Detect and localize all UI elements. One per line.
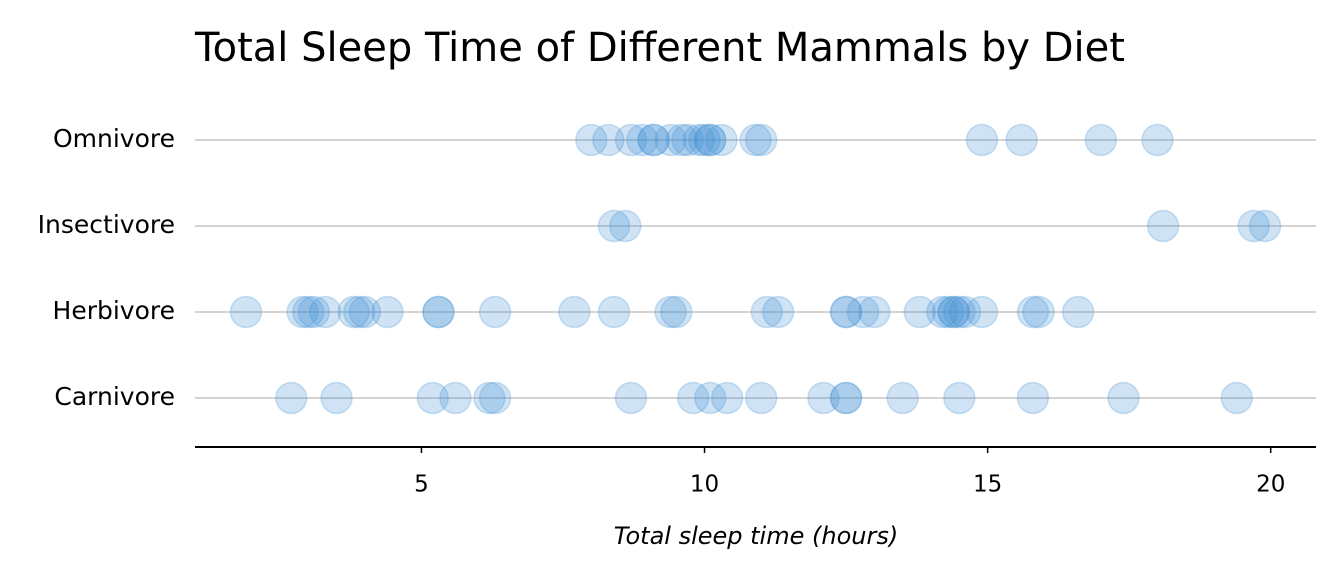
point	[710, 381, 744, 415]
x-axis-label: Total sleep time (hours)	[614, 522, 898, 550]
point	[478, 295, 512, 329]
point	[637, 123, 670, 157]
point	[965, 123, 999, 157]
point	[626, 123, 659, 157]
point	[693, 123, 727, 157]
point	[274, 381, 308, 415]
point	[592, 123, 625, 157]
chart-title: Total Sleep Time of Different Mammals by…	[194, 25, 1125, 71]
point	[829, 381, 863, 415]
point	[1146, 209, 1180, 243]
point	[422, 295, 455, 329]
point	[1016, 295, 1050, 329]
point	[286, 295, 319, 329]
y-tick-label: Carnivore	[54, 382, 175, 411]
point	[693, 123, 727, 157]
point	[676, 381, 710, 415]
point	[659, 295, 693, 329]
x-tick-label: 5	[414, 472, 429, 498]
point	[1107, 381, 1140, 415]
y-tick-label: Herbivore	[53, 296, 175, 325]
y-tick-label: Insectivore	[38, 210, 175, 239]
x-tick-label: 20	[1256, 472, 1285, 498]
point	[1084, 123, 1118, 157]
point	[1248, 209, 1282, 243]
point	[926, 295, 959, 329]
point	[1220, 381, 1253, 415]
point	[337, 295, 370, 329]
point	[829, 295, 863, 329]
point	[937, 295, 970, 329]
point	[943, 381, 976, 415]
point	[348, 295, 382, 329]
point	[614, 381, 648, 415]
point	[1016, 381, 1050, 415]
x-tick-label: 10	[690, 472, 719, 498]
point	[1005, 123, 1038, 157]
point	[597, 295, 631, 329]
point	[575, 123, 608, 157]
point	[637, 123, 670, 157]
point	[693, 381, 727, 415]
point	[229, 295, 263, 329]
point	[320, 381, 353, 415]
point	[665, 123, 699, 157]
point	[931, 295, 965, 329]
point	[739, 123, 772, 157]
point	[558, 295, 591, 329]
point	[829, 381, 863, 415]
point	[761, 295, 795, 329]
point	[858, 295, 891, 329]
point	[903, 295, 936, 329]
point	[597, 209, 631, 243]
point	[846, 295, 880, 329]
point	[937, 295, 970, 329]
point	[1022, 295, 1055, 329]
point	[671, 123, 704, 157]
point	[422, 295, 455, 329]
point	[614, 123, 648, 157]
point	[1141, 123, 1174, 157]
point	[654, 295, 687, 329]
point	[943, 295, 976, 329]
point	[308, 295, 342, 329]
point	[688, 123, 721, 157]
point	[705, 123, 738, 157]
point	[439, 381, 472, 415]
x-tick-label: 15	[973, 472, 1002, 498]
point	[1061, 295, 1095, 329]
point	[1237, 209, 1270, 243]
point	[886, 381, 919, 415]
point	[297, 295, 331, 329]
point	[744, 123, 778, 157]
point	[291, 295, 325, 329]
point	[609, 209, 642, 243]
point	[416, 381, 450, 415]
point	[744, 381, 778, 415]
point	[654, 123, 687, 157]
point	[682, 123, 716, 157]
point	[750, 295, 784, 329]
point	[948, 295, 982, 329]
y-tick-label: Omnivore	[53, 124, 175, 153]
point	[342, 295, 376, 329]
point	[829, 295, 863, 329]
point	[371, 295, 404, 329]
point	[473, 381, 506, 415]
point	[807, 381, 840, 415]
point	[965, 295, 999, 329]
point	[478, 381, 512, 415]
